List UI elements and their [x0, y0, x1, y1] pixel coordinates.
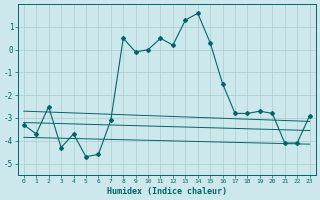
X-axis label: Humidex (Indice chaleur): Humidex (Indice chaleur) [107, 187, 227, 196]
